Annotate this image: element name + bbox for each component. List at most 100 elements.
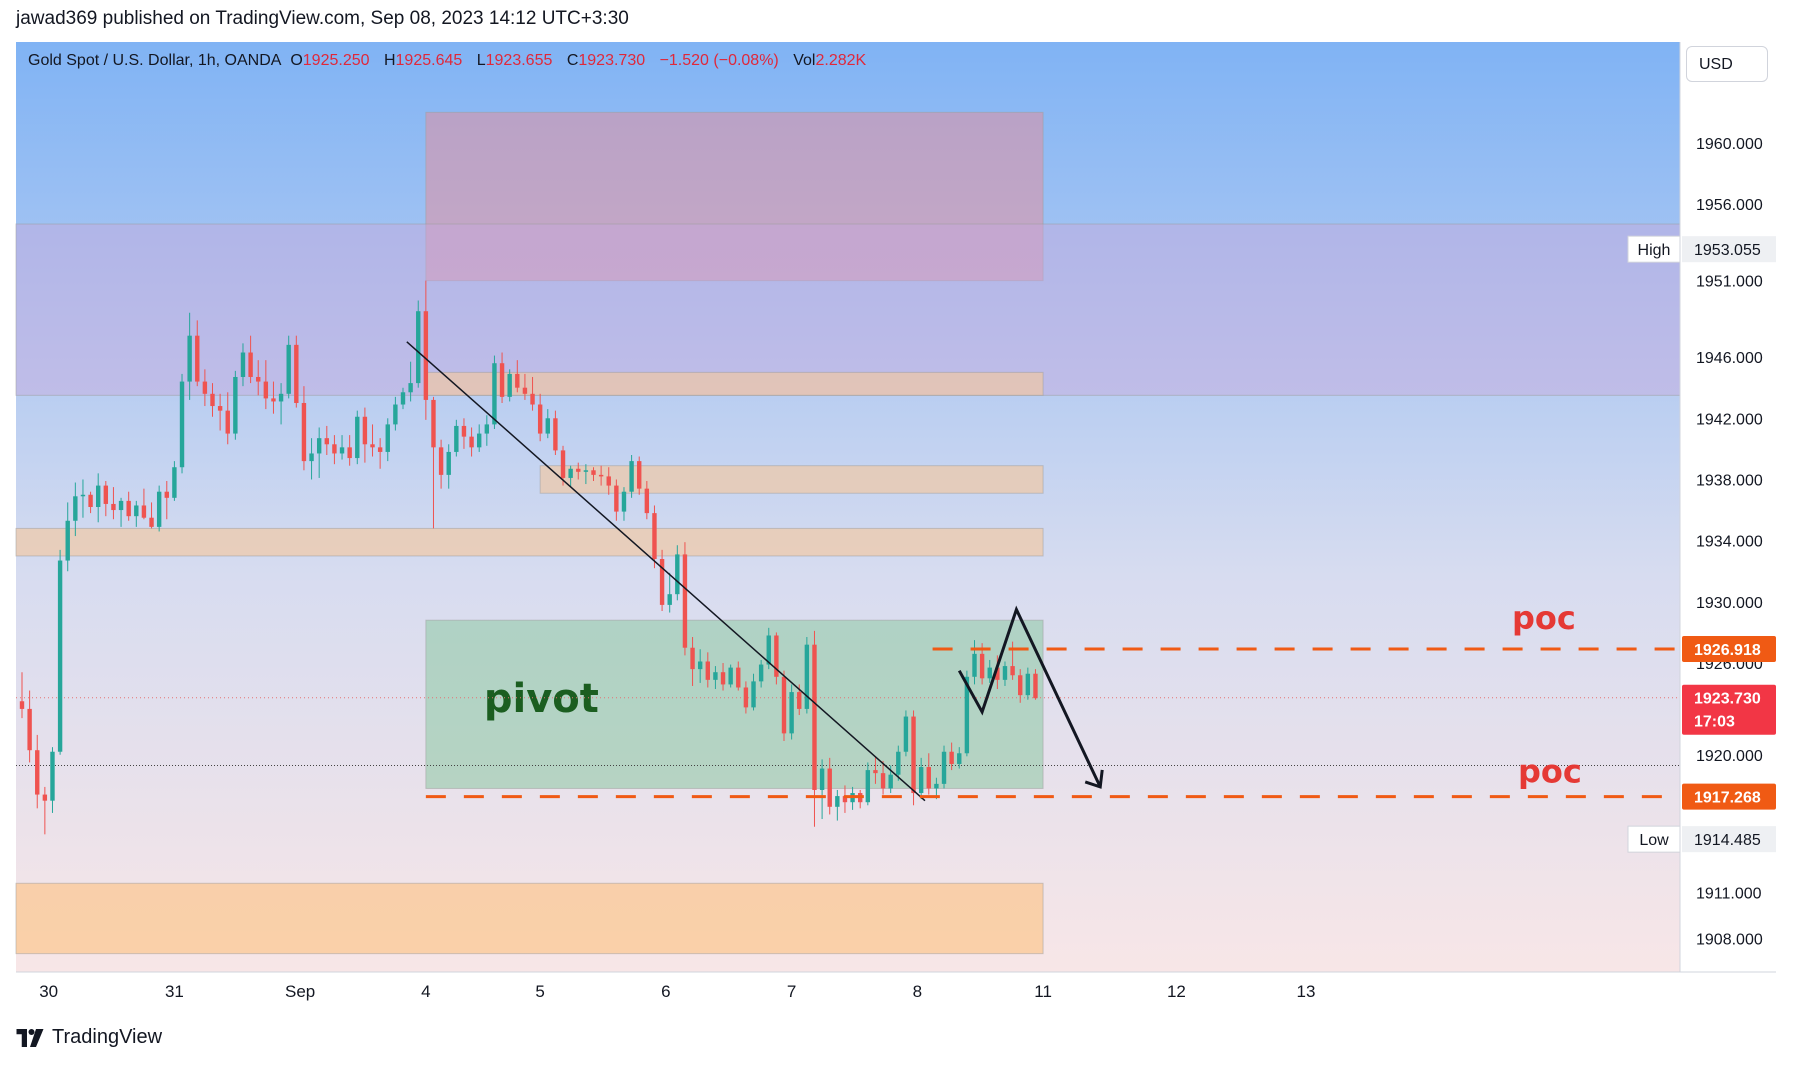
candle [248,335,253,384]
price-axis-panel[interactable] [1680,42,1776,972]
candle [88,491,93,514]
candle [614,479,619,521]
candle-body [812,644,817,790]
y-tick-label: 1934.000 [1696,534,1763,551]
candle-body [797,692,802,709]
candle-body [1002,666,1008,680]
candle-body [65,520,70,561]
candle-body [880,773,886,789]
candle-body [156,491,162,527]
candle-body [256,376,261,382]
x-tick-label: 11 [1034,982,1052,1001]
candle [370,424,375,457]
candle-body [720,672,726,685]
candle [530,376,535,411]
currency-button[interactable]: USD [1686,46,1768,82]
candle [126,491,131,521]
candle [606,467,611,495]
y-tick-label: 1942.000 [1696,411,1763,428]
candle [812,630,817,827]
time-axis-panel[interactable] [16,972,1776,1012]
grid-layer [16,697,1680,767]
candle [720,663,726,691]
candle-body [758,664,764,682]
candle-body [728,667,733,685]
candle [629,454,634,498]
candle [355,410,360,465]
y-axis-labels: 1908.0001911.0001920.0001926.0001930.000… [1696,136,1763,948]
candle [553,410,558,455]
candle-body [103,485,109,504]
poc-upper-tag: 1926.918 [1682,635,1776,662]
candle-body [179,381,185,468]
candle-body [126,500,131,517]
candle [385,418,390,462]
x-tick-label: 4 [421,982,430,1001]
candle [179,373,185,474]
candle [454,419,459,457]
candle [278,383,284,425]
high-marker-value-box [1682,236,1776,263]
candle [408,361,413,402]
high-marker: High 1953.055 [1627,235,1776,263]
candle-body [713,672,718,680]
candle-body [591,470,596,475]
candle [865,762,871,806]
candle-body [865,770,871,803]
candle [995,655,1000,690]
candle [35,734,40,809]
candle-body [96,485,101,507]
y-tick-label: 1930.000 [1696,595,1763,612]
candle-body [522,387,528,394]
y-tick-label: 1951.000 [1696,274,1763,291]
candle-body [271,398,276,402]
y-tick-label: 1960.000 [1696,136,1763,153]
candle [393,396,398,431]
trendline [406,341,926,802]
price-tags: 1926.918 1917.268 1923.730 17:03 High 1953.05… [1627,235,1776,853]
candle [80,479,86,518]
candle [591,467,596,481]
candle-body [606,476,611,486]
candle-body [370,444,375,448]
candle-body [210,393,215,407]
candle [118,497,124,527]
candle-body [263,381,269,399]
candle-body [195,335,200,382]
candle [156,485,162,532]
candle-body [362,416,368,445]
x-tick-label: 5 [535,982,544,1001]
candle-body [35,750,40,795]
candle-body [385,424,390,452]
candle-body [911,716,916,794]
x-tick-label: 31 [165,982,184,1001]
candle [446,444,451,489]
candle-body [324,438,329,445]
candle [911,710,916,806]
candle-body [644,488,650,514]
candle-body [42,794,48,801]
x-tick-label: 7 [787,982,796,1001]
high-value: 1925.645 [395,52,463,69]
candle [987,659,992,683]
candle [842,785,848,813]
candle-body [873,770,878,774]
candle-body [50,751,55,801]
candle [736,661,741,691]
candle-body [492,363,497,425]
candle-body [736,667,741,688]
candle-body [979,653,985,679]
tradingview-footer[interactable]: TradingView [16,1026,162,1049]
candle [438,439,444,489]
symbol-title[interactable]: Gold Spot / U.S. Dollar, 1h, OANDA [28,52,282,69]
candle-body [141,505,147,518]
candle-body [240,352,246,377]
candle [324,425,329,455]
candle [758,659,764,688]
candle-body [537,404,543,434]
x-tick-label: 8 [913,982,922,1001]
low-marker-value: 1914.485 [1694,832,1761,849]
candle [332,435,337,465]
last-price-tag-box [1682,684,1776,735]
